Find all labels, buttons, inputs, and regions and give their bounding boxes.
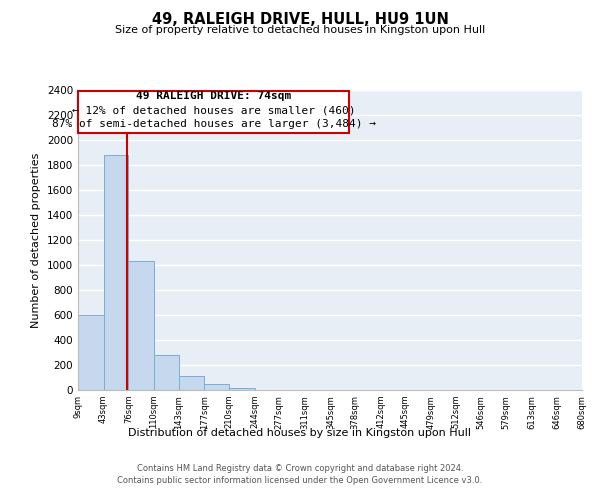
Y-axis label: Number of detached properties: Number of detached properties	[31, 152, 41, 328]
Bar	[78, 315, 104, 390]
Text: Size of property relative to detached houses in Kingston upon Hull: Size of property relative to detached ho…	[115, 25, 485, 35]
Bar	[128, 261, 154, 390]
Text: Contains HM Land Registry data © Crown copyright and database right 2024.: Contains HM Land Registry data © Crown c…	[137, 464, 463, 473]
Bar	[104, 155, 128, 390]
Bar	[229, 388, 254, 390]
Text: 87% of semi-detached houses are larger (3,484) →: 87% of semi-detached houses are larger (…	[52, 119, 376, 129]
Text: Distribution of detached houses by size in Kingston upon Hull: Distribution of detached houses by size …	[128, 428, 472, 438]
Text: Contains public sector information licensed under the Open Government Licence v3: Contains public sector information licen…	[118, 476, 482, 485]
Bar	[154, 355, 179, 390]
Bar	[204, 384, 229, 390]
Text: 49, RALEIGH DRIVE, HULL, HU9 1UN: 49, RALEIGH DRIVE, HULL, HU9 1UN	[152, 12, 448, 28]
Text: 49 RALEIGH DRIVE: 74sqm: 49 RALEIGH DRIVE: 74sqm	[136, 91, 291, 101]
FancyBboxPatch shape	[78, 90, 349, 132]
Text: ← 12% of detached houses are smaller (460): ← 12% of detached houses are smaller (46…	[72, 105, 355, 115]
Bar	[179, 376, 204, 390]
